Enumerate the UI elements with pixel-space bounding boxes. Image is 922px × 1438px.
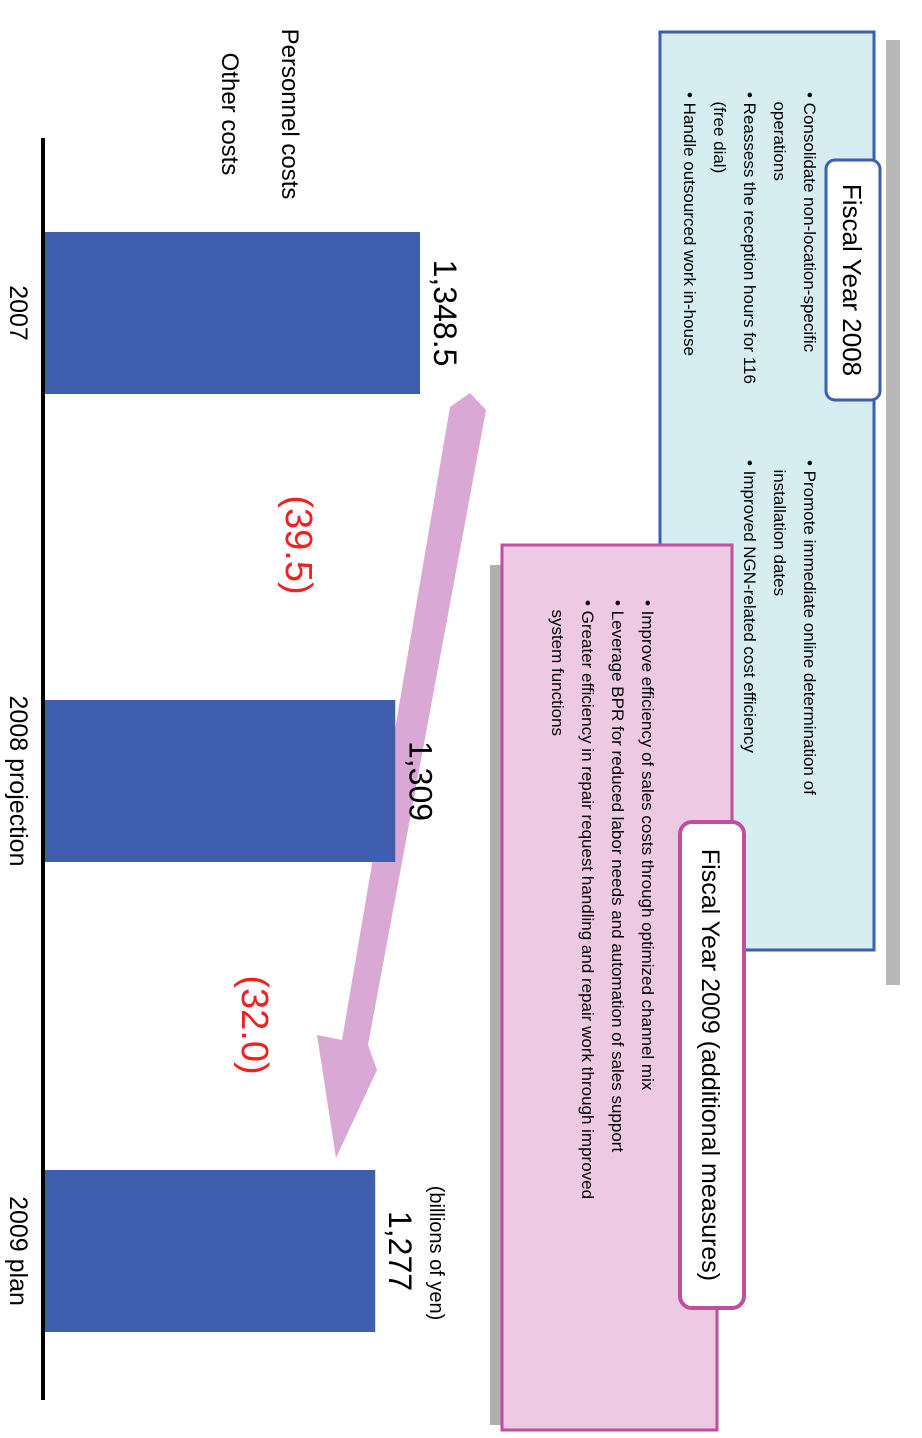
category-label: 2009 plan xyxy=(4,1196,32,1306)
value-label: 1,309 xyxy=(402,741,438,821)
panel-text-line: system functions xyxy=(548,600,567,736)
fy2009-title: Fiscal Year 2009 (additional measures) xyxy=(696,849,724,1281)
category-label: 2007 xyxy=(4,285,32,341)
bar-2007 xyxy=(43,232,420,394)
panel-text-line: • Promote immediate online determination… xyxy=(800,460,819,795)
bar-2008-projection xyxy=(43,700,396,862)
reduction-label: (32.0) xyxy=(233,975,275,1074)
panel-text-line: • Consolidate non-location-specific xyxy=(800,92,819,353)
panel-text-line: • Improve efficiency of sales costs thro… xyxy=(638,600,657,1091)
unit-label: (billions of yen) xyxy=(425,1186,447,1321)
reduction-label: (39.5) xyxy=(277,495,319,594)
panel-text-line: installation dates xyxy=(770,460,789,596)
fy2008-panel-shadow xyxy=(886,40,900,985)
fy2009-title-box xyxy=(678,820,746,1310)
fy2008-title-box xyxy=(824,158,882,402)
value-labels: 1,348.5 1,309 1,277 xyxy=(382,260,463,1291)
bars xyxy=(43,232,420,1332)
panel-text-line: • Leverage BPR for reduced labor needs a… xyxy=(608,600,627,1152)
panel-text-line: • Reassess the reception hours for 116 xyxy=(740,92,759,384)
reduction-arrow xyxy=(317,393,486,1158)
value-label: 1,277 xyxy=(382,1211,418,1291)
fy2008-column-1: • Consolidate non-location-specific oper… xyxy=(680,92,819,384)
legend-other-costs: Other costs xyxy=(216,53,243,176)
category-label: 2008 projection xyxy=(4,696,32,867)
panel-text-line: • Handle outsourced work in-house xyxy=(680,92,699,356)
fy2008-panel: Fiscal Year 2008 • Consolidate non-locat… xyxy=(648,30,900,985)
fy2009-panel: Fiscal Year 2009 (additional measures) •… xyxy=(490,543,746,1432)
fy2008-title: Fiscal Year 2008 xyxy=(837,184,867,376)
value-label: 1,348.5 xyxy=(427,260,463,367)
panel-text-line: operations xyxy=(770,92,789,181)
fy2009-items: • Improve efficiency of sales costs thro… xyxy=(548,600,657,1199)
panel-text-line: • Improved NGN-related cost efficiency xyxy=(740,460,759,753)
bar-2009-plan xyxy=(43,1170,376,1332)
panel-text-line: (free dial) xyxy=(710,92,729,173)
legend-personnel-costs: Personnel costs xyxy=(276,29,303,200)
reduction-labels: (39.5) (32.0) xyxy=(233,495,319,1074)
fy2008-column-2: • Promote immediate online determination… xyxy=(740,460,819,795)
panel-text-line: • Greater efficiency in repair request h… xyxy=(578,600,597,1199)
category-labels: 2007 2008 projection 2009 plan xyxy=(4,285,32,1306)
